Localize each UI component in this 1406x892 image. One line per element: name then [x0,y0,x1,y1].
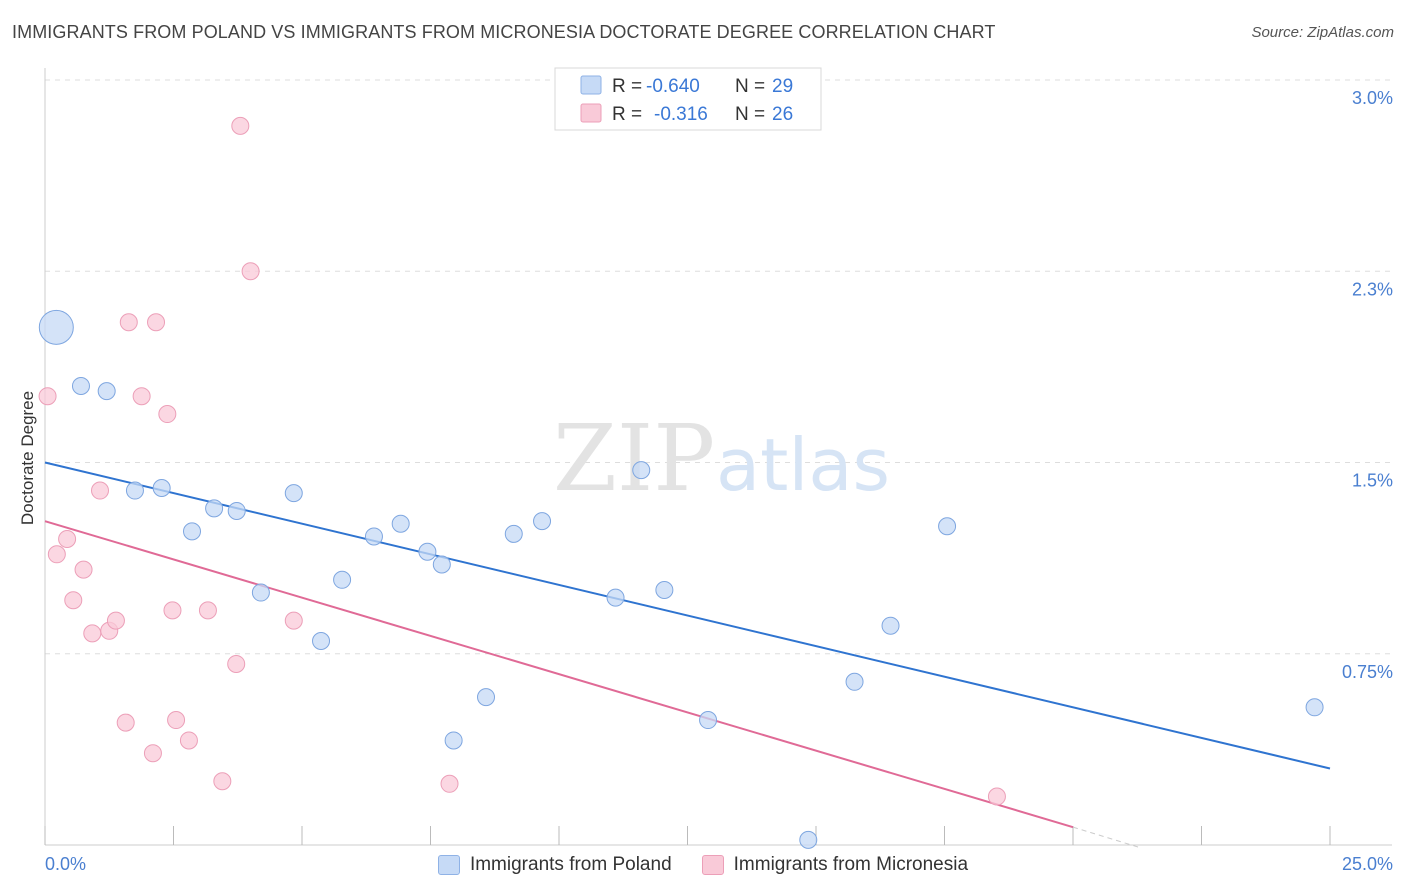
data-point-micronesia [227,654,246,673]
data-point-poland [606,588,625,607]
data-point-poland [881,616,900,635]
data-point-micronesia [440,774,459,793]
x-tick-label: 25.0% [1342,854,1393,874]
data-point-poland [477,688,496,707]
data-point-micronesia [64,591,83,610]
y-tick-label: 1.5% [1352,471,1393,491]
data-point-micronesia [143,744,162,763]
y-axis-label: Doctorate Degree [18,391,37,525]
series-legend: Immigrants from Poland Immigrants from M… [0,852,1406,878]
legend-n-value-poland: 29 [772,76,793,97]
legend-item-poland: Immigrants from Poland [437,854,672,876]
legend-r-value-micronesia: -0.316 [654,104,708,125]
legend-r-label-micronesia: R = [612,104,642,125]
data-point-micronesia [284,611,303,630]
data-point-micronesia [132,387,151,406]
data-point-poland [183,522,202,541]
data-point-micronesia [74,560,93,579]
legend-swatch-micronesia [580,103,602,123]
axes [44,68,1392,846]
data-point-poland [418,542,437,561]
data-point-poland [333,570,352,589]
data-point-poland [364,527,383,546]
data-point-micronesia [116,713,135,732]
x-tick-label: 0.0% [45,854,86,874]
data-point-poland [799,830,818,849]
data-point-poland [38,309,74,345]
watermark-atlas: atlas [716,423,890,507]
data-point-poland [97,382,116,401]
legend-n-label-micronesia: N = [735,104,765,125]
watermark: ZIP atlas [553,405,890,512]
data-point-poland [227,501,246,520]
data-point-poland [432,555,451,574]
legend-swatch-poland [580,75,602,95]
trend-line-micronesia [44,520,1074,829]
data-point-poland [504,524,523,543]
data-point-micronesia [163,601,182,620]
chart-title: IMMIGRANTS FROM POLAND VS IMMIGRANTS FRO… [12,22,996,42]
data-point-poland [391,514,410,533]
data-point-micronesia [198,601,217,620]
correlation-legend: R = -0.640 N = 29 R = -0.316 N = 26 [554,67,822,131]
y-tick-label: 0.75% [1342,662,1393,682]
data-point-micronesia [106,611,125,630]
legend-label-micronesia: Immigrants from Micronesia [733,854,969,875]
data-point-poland [699,711,718,730]
data-point-poland [152,479,171,497]
data-point-poland [312,632,331,650]
data-point-poland [251,583,270,602]
data-point-micronesia [158,405,177,424]
data-point-poland [845,672,864,691]
data-point-micronesia [213,772,232,791]
data-point-micronesia [231,116,250,135]
y-tick-label: 3.0% [1352,88,1393,108]
legend-n-label-poland: N = [735,76,765,97]
data-point-micronesia [119,313,138,332]
gridlines [45,79,1392,655]
y-tick-label: 2.3% [1352,279,1393,299]
data-point-micronesia [179,731,198,750]
watermark-zip: ZIP [553,405,715,512]
data-point-micronesia [83,624,102,643]
data-point-poland [284,484,303,503]
data-point-poland [125,481,144,500]
legend-r-value-poland: -0.640 [646,76,700,97]
data-point-poland [1305,698,1324,717]
data-point-poland [533,512,552,531]
data-point-poland [655,581,674,599]
data-point-poland [71,377,90,395]
trend-lines [44,461,1331,849]
data-point-micronesia [147,313,166,332]
legend-r-label-poland: R = [612,76,642,97]
legend-n-value-micronesia: 26 [772,104,793,125]
legend-label-poland: Immigrants from Poland [469,854,672,875]
data-point-micronesia [987,787,1006,806]
data-point-poland [444,731,463,750]
source-credit: Source: ZipAtlas.com [1251,24,1394,41]
trend-extension-micronesia [1072,826,1140,849]
data-point-poland [632,461,651,480]
data-points [38,116,1324,849]
data-point-micronesia [47,545,66,564]
data-point-micronesia [38,387,57,406]
legend-swatch-micronesia-bottom [701,855,724,875]
data-point-micronesia [58,530,77,548]
data-point-micronesia [167,711,186,730]
data-point-micronesia [90,481,109,500]
legend-swatch-poland-bottom [437,855,460,875]
trend-line-poland [44,461,1331,770]
legend-item-micronesia: Immigrants from Micronesia [701,854,969,876]
data-point-micronesia [241,262,260,281]
tick-labels: 0.75% 1.5% 2.3% 3.0% 0.0% 25.0% [45,88,1393,874]
data-point-poland [205,499,224,518]
data-point-poland [938,517,957,536]
